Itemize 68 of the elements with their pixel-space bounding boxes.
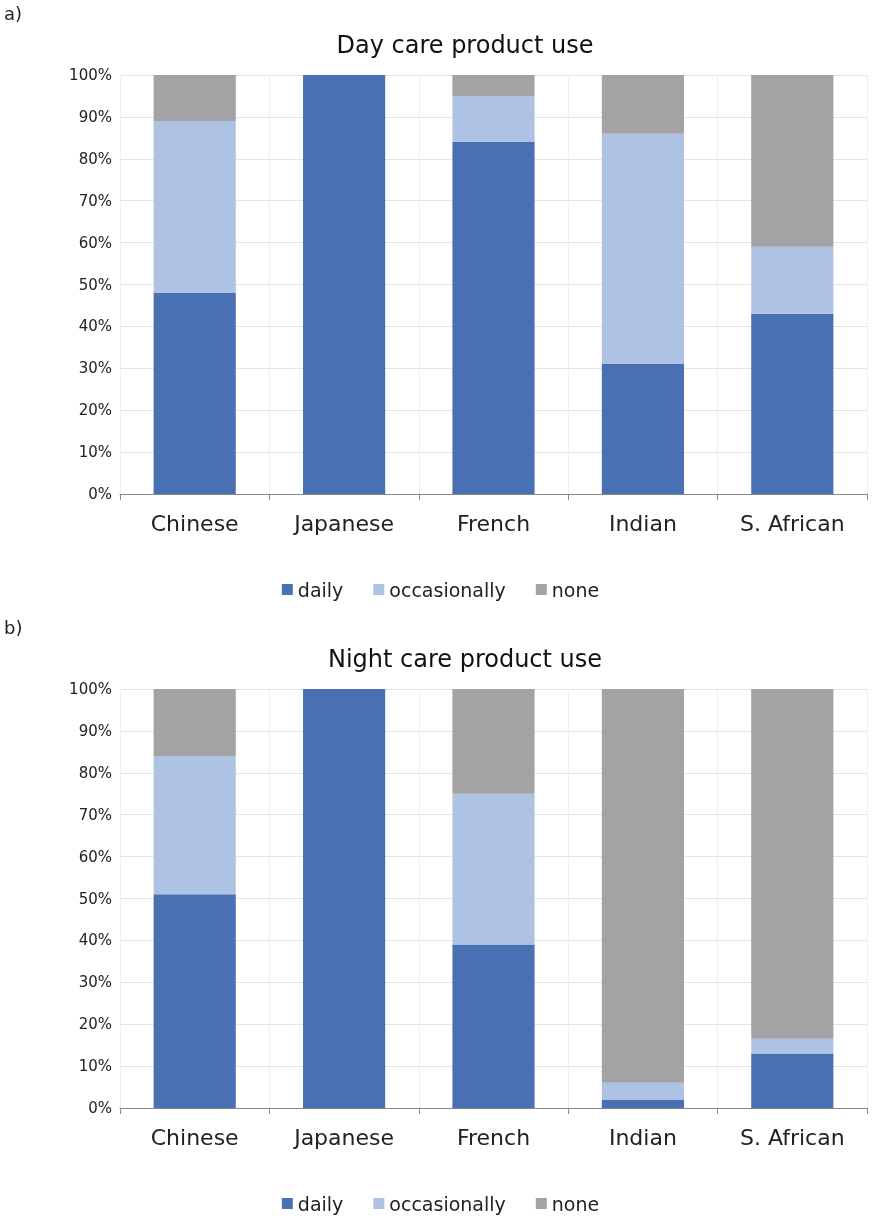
y-tick-label: 60% <box>78 233 112 252</box>
y-tick-label: 40% <box>78 931 112 950</box>
y-tick-label: 70% <box>78 805 112 824</box>
x-tick-label: Indian <box>608 1124 677 1150</box>
y-tick-label: 30% <box>78 973 112 992</box>
y-tick-label: 80% <box>78 149 112 168</box>
x-tick-label: Japanese <box>292 510 395 536</box>
bar <box>153 121 236 293</box>
x-tick-label: French <box>456 1124 531 1150</box>
y-tick-label: 50% <box>78 275 112 294</box>
y-tick-label: 0% <box>88 485 112 503</box>
bar <box>751 75 834 247</box>
y-tick-label: 0% <box>88 1099 112 1117</box>
bar <box>452 95 535 143</box>
y-tick-label: 80% <box>78 763 112 782</box>
chart-title: Day care product use <box>336 31 594 59</box>
y-tick-label: 90% <box>78 107 112 126</box>
bar <box>452 793 535 945</box>
x-tick-label: Indian <box>608 510 677 536</box>
y-tick-label: 70% <box>78 191 112 210</box>
bar <box>601 1099 684 1108</box>
bar <box>303 75 386 494</box>
legend-label: occasionally <box>389 1192 506 1215</box>
legend-label: none <box>551 1192 600 1215</box>
bar <box>452 689 535 794</box>
y-tick-label: 20% <box>78 401 112 420</box>
bar <box>153 689 236 757</box>
x-tick-label: S. African <box>739 510 845 536</box>
y-tick-label: 20% <box>78 1015 112 1034</box>
y-tick-label: 50% <box>78 889 112 908</box>
x-tick-label: French <box>456 510 531 536</box>
bar <box>452 75 535 96</box>
bar <box>751 689 834 1039</box>
bar <box>452 944 535 1108</box>
y-tick-label: 10% <box>78 1057 112 1076</box>
legend-label: daily <box>297 578 344 601</box>
bar <box>601 133 684 365</box>
y-tick-label: 100% <box>69 66 112 84</box>
bar <box>751 313 834 494</box>
bar <box>601 1082 684 1100</box>
bar <box>601 689 684 1083</box>
x-tick-label: Chinese <box>150 1124 239 1150</box>
chart-title: Night care product use <box>327 645 603 673</box>
legend-label: daily <box>297 1192 344 1215</box>
bar <box>601 75 684 134</box>
y-tick-label: 30% <box>78 359 112 378</box>
bar <box>601 364 684 494</box>
legend-label: occasionally <box>389 578 506 601</box>
bar <box>751 246 834 314</box>
bar <box>153 292 236 494</box>
bar <box>751 1038 834 1054</box>
y-tick-label: 10% <box>78 443 112 462</box>
text: b) <box>4 616 23 638</box>
y-tick-label: 40% <box>78 317 112 336</box>
y-tick-label: 90% <box>78 721 112 740</box>
x-tick-label: S. African <box>739 1124 845 1150</box>
bar <box>153 75 236 122</box>
y-tick-label: 100% <box>69 680 112 698</box>
bar <box>153 894 236 1108</box>
legend-label: none <box>551 578 600 601</box>
bar <box>153 756 236 895</box>
bar <box>303 689 386 1108</box>
text: a) <box>4 2 23 24</box>
bar <box>452 142 535 494</box>
bar <box>751 1053 834 1108</box>
x-tick-label: Chinese <box>150 510 239 536</box>
x-tick-label: Japanese <box>292 1124 395 1150</box>
y-tick-label: 60% <box>78 847 112 866</box>
